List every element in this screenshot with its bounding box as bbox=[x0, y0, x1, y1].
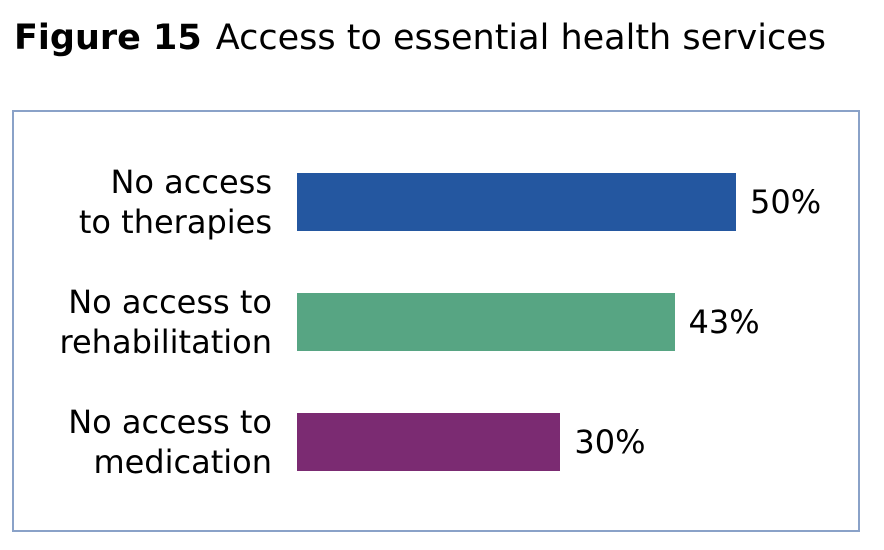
chart-title: Access to essential health services bbox=[215, 18, 826, 58]
chart-frame bbox=[12, 110, 860, 532]
category-label: No access to rehabilitation bbox=[59, 283, 272, 361]
value-label: 43% bbox=[688, 303, 760, 341]
category-label: No access to therapies bbox=[78, 163, 272, 241]
bar bbox=[297, 173, 736, 231]
bar bbox=[297, 293, 675, 351]
value-label: 50% bbox=[750, 183, 822, 221]
value-label: 30% bbox=[574, 423, 646, 461]
bar bbox=[297, 413, 561, 471]
category-label: No access to medication bbox=[68, 403, 272, 481]
chart-heading: Figure 15 Access to essential health serv… bbox=[14, 18, 826, 58]
figure-label: Figure 15 bbox=[14, 18, 202, 58]
